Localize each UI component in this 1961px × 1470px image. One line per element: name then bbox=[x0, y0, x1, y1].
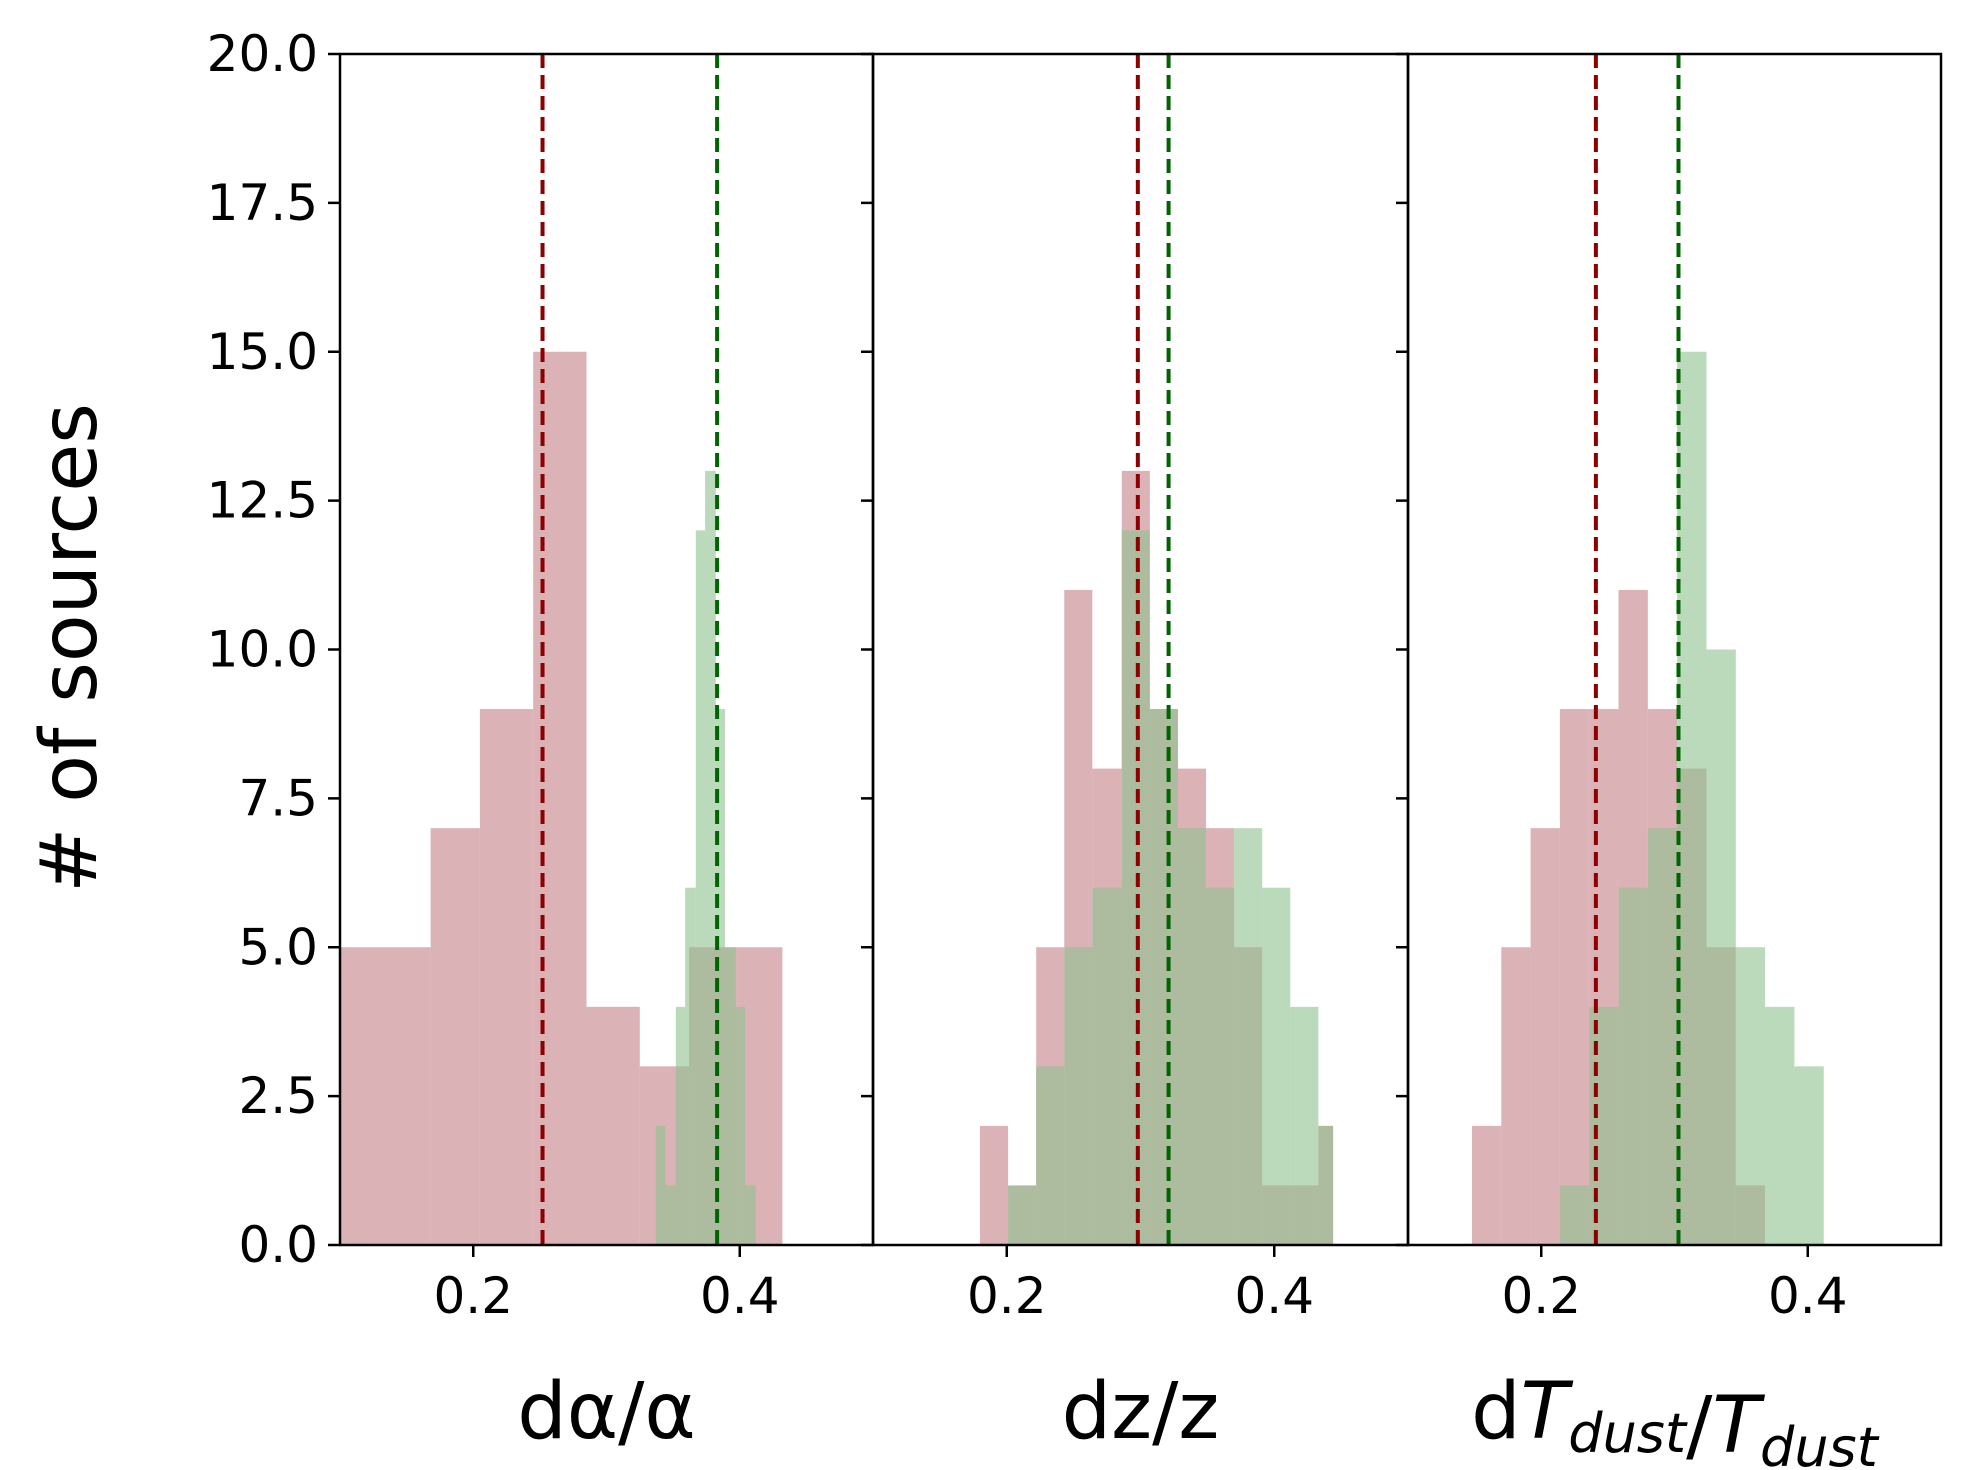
panel-2: 0.2 0.4dz/z bbox=[861, 52, 1410, 1457]
green-histogram-bar bbox=[695, 530, 706, 1245]
x-axis-label-part: dust bbox=[1568, 1402, 1688, 1465]
x-tick-label: 0.4 bbox=[1234, 1267, 1314, 1325]
y-tick-label: 7.5 bbox=[238, 769, 318, 827]
green-histogram-bar bbox=[735, 1006, 746, 1245]
x-tick-label: 0.4 bbox=[700, 1267, 780, 1325]
x-axis-label-part: T bbox=[1521, 1367, 1574, 1457]
panels: 0.02.55.07.510.012.515.017.520.00.2 0.4dα… bbox=[207, 25, 1943, 1470]
green-histogram-bar bbox=[1618, 887, 1648, 1245]
x-axis-label: dTdust/Tdust bbox=[1471, 1367, 1880, 1470]
green-histogram-bar bbox=[725, 947, 736, 1245]
x-axis-label-part: dα/α bbox=[517, 1367, 696, 1457]
y-axis-label: # of sources bbox=[25, 403, 115, 893]
x-axis-label: dα/α bbox=[517, 1367, 696, 1457]
red-histogram-bar bbox=[586, 1006, 640, 1245]
green-histogram-bar bbox=[705, 470, 716, 1246]
green-histogram-bar bbox=[1008, 1185, 1037, 1245]
x-axis-label: dz/z bbox=[1062, 1367, 1220, 1457]
y-tick-label: 0.0 bbox=[238, 1216, 318, 1274]
y-tick-label: 5.0 bbox=[238, 918, 318, 976]
y-tick-label: 2.5 bbox=[238, 1067, 318, 1125]
green-histogram-bar bbox=[1706, 649, 1736, 1245]
green-histogram-bar bbox=[745, 1185, 756, 1245]
red-histogram-bar bbox=[340, 947, 431, 1245]
green-histogram-bar bbox=[1036, 1066, 1065, 1245]
green-histogram-bar bbox=[1092, 887, 1122, 1245]
green-histogram-bar bbox=[1234, 828, 1263, 1245]
green-histogram-bar bbox=[1647, 828, 1678, 1245]
red-histogram-bar bbox=[1559, 709, 1590, 1245]
red-histogram-bar bbox=[1501, 947, 1531, 1245]
green-histogram-bar bbox=[715, 709, 726, 1245]
green-histogram-bar bbox=[1559, 1185, 1590, 1245]
x-axis-label-part: dz/z bbox=[1062, 1367, 1220, 1457]
green-histogram-bar bbox=[1589, 1006, 1619, 1245]
red-histogram-bar bbox=[1471, 1125, 1502, 1245]
green-histogram-bar bbox=[685, 887, 696, 1245]
green-histogram-bar bbox=[1677, 351, 1707, 1245]
red-histogram-bar bbox=[430, 828, 480, 1245]
y-tick-label: 15.0 bbox=[207, 323, 318, 381]
green-histogram-bar bbox=[665, 1185, 676, 1245]
x-tick-label: 0.2 bbox=[433, 1267, 513, 1325]
green-histogram-bar bbox=[1765, 1006, 1795, 1245]
green-histogram-bar bbox=[1735, 947, 1766, 1245]
x-axis-label-part: T bbox=[1712, 1381, 1765, 1470]
x-axis-label-part: d bbox=[1471, 1367, 1521, 1457]
y-tick-label: 20.0 bbox=[207, 25, 318, 83]
green-histogram-bar bbox=[1177, 828, 1207, 1245]
red-histogram-bar bbox=[479, 709, 534, 1245]
red-histogram-bar bbox=[1530, 828, 1560, 1245]
y-tick-label: 12.5 bbox=[207, 472, 318, 530]
green-histogram-bar bbox=[675, 1006, 686, 1245]
green-histogram-bar bbox=[1290, 1006, 1319, 1245]
green-histogram-bar bbox=[1794, 1066, 1824, 1245]
green-histogram-bar bbox=[1206, 887, 1235, 1245]
y-tick-label: 17.5 bbox=[207, 174, 318, 232]
y-tick-label: 10.0 bbox=[207, 621, 318, 679]
red-histogram-bar bbox=[980, 1125, 1009, 1245]
green-histogram-bar bbox=[655, 1125, 666, 1245]
green-histogram-bar bbox=[1318, 1125, 1334, 1245]
x-tick-label: 0.2 bbox=[1501, 1267, 1581, 1325]
green-histogram-bar bbox=[1262, 887, 1291, 1245]
x-tick-label: 0.2 bbox=[967, 1267, 1047, 1325]
x-tick-label: 0.4 bbox=[1768, 1267, 1848, 1325]
x-axis-label-part: / bbox=[1686, 1381, 1713, 1470]
panel-1: 0.0 2.5 5.0 7.5 10.0 12.5 15.0 17.5 20.0 0.2 0.4dα… bbox=[207, 25, 875, 1457]
x-axis-label-part: dust bbox=[1760, 1416, 1880, 1470]
green-histogram-bar bbox=[1121, 530, 1150, 1245]
green-histogram-bar bbox=[1149, 709, 1178, 1245]
green-histogram-bar bbox=[1064, 947, 1093, 1245]
